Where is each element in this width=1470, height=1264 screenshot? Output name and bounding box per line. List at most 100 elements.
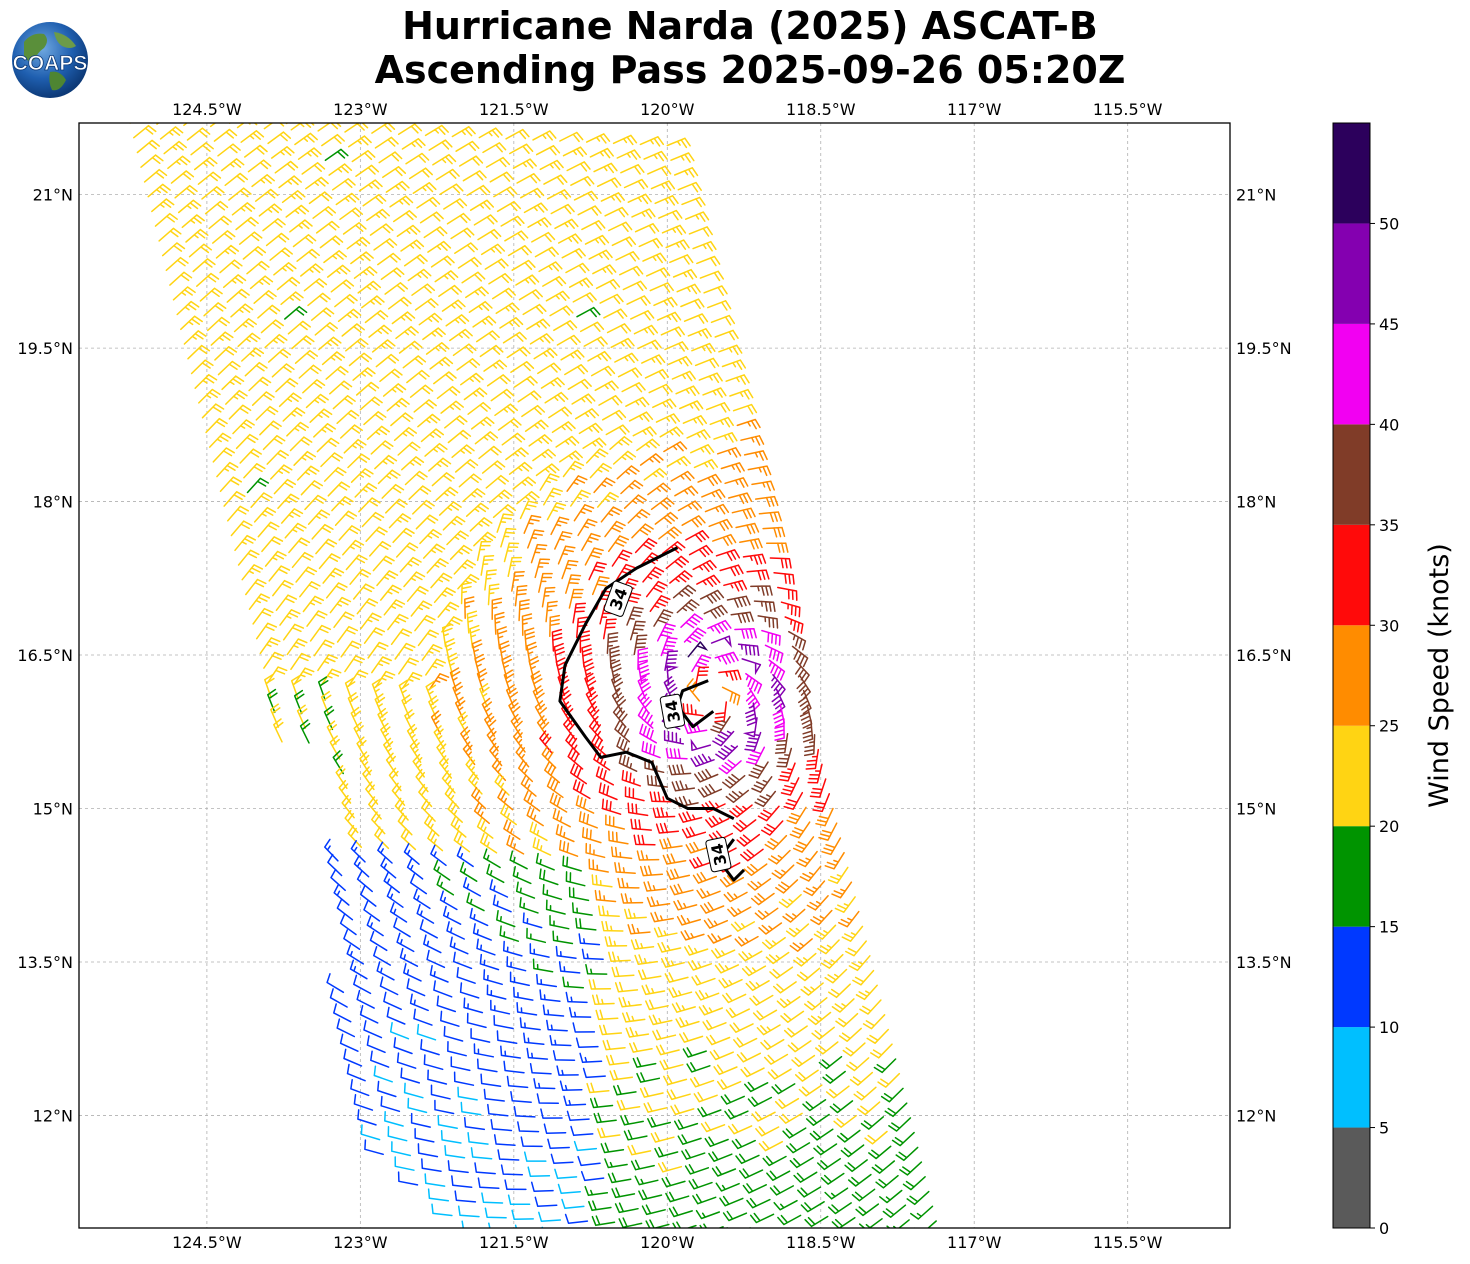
wind-barb <box>237 332 261 348</box>
wind-barb <box>552 808 571 828</box>
wind-barb <box>487 1103 509 1117</box>
wind-barb <box>722 773 746 789</box>
y-tick-label-right: 19.5°N <box>1236 339 1292 358</box>
wind-barb <box>465 502 489 517</box>
wind-barb <box>366 425 390 440</box>
wind-barb <box>270 464 293 480</box>
wind-barb <box>186 127 211 141</box>
wind-barb <box>707 933 732 944</box>
wind-barb <box>523 790 541 812</box>
wind-barb <box>356 598 379 615</box>
wind-barb <box>483 1088 505 1102</box>
wind-barb <box>526 806 544 827</box>
wind-barb <box>241 564 264 581</box>
wind-barb <box>810 909 833 926</box>
wind-barb <box>264 674 275 699</box>
wind-barb <box>703 918 729 929</box>
wind-barb <box>441 623 453 648</box>
wind-barb <box>230 303 254 318</box>
wind-barb <box>267 131 292 145</box>
wind-barb <box>529 943 550 958</box>
wind-barb <box>289 219 313 233</box>
wind-barb <box>626 606 644 626</box>
wind-barb <box>357 280 382 294</box>
wind-barb <box>891 1235 913 1247</box>
wind-barb <box>412 753 425 778</box>
wind-barb <box>300 480 324 496</box>
wind-barb <box>169 271 193 286</box>
wind-barb <box>575 917 597 931</box>
wind-barb <box>871 1160 896 1174</box>
wind-barb <box>776 747 793 768</box>
wind-barb <box>428 139 453 151</box>
wind-barb <box>484 1207 507 1219</box>
wind-barb <box>516 490 540 505</box>
wind-barb <box>300 263 324 277</box>
wind-barb <box>451 444 475 459</box>
wind-barb <box>204 200 229 215</box>
wind-barb <box>457 573 480 590</box>
wind-barb <box>561 1198 585 1210</box>
wind-barb <box>515 881 536 899</box>
wind-barb <box>597 905 620 917</box>
wind-barb <box>656 623 676 642</box>
wind-barb <box>212 447 235 463</box>
contour-34kt-outer <box>558 546 735 821</box>
wind-barb <box>541 586 556 608</box>
wind-barb <box>630 310 655 321</box>
wind-barb <box>536 1093 560 1105</box>
wind-barb <box>593 162 618 174</box>
wind-barb <box>621 382 646 393</box>
wind-barb <box>583 336 608 347</box>
wind-barb <box>678 811 703 823</box>
wind-barb <box>366 208 390 222</box>
wind-barb <box>590 365 616 377</box>
wind-barb <box>345 337 369 352</box>
wind-barb <box>479 953 500 971</box>
wind-barb <box>416 903 435 924</box>
wind-barb <box>333 1003 352 1023</box>
wind-barb <box>680 613 704 629</box>
wind-barb <box>530 543 548 564</box>
wind-barb <box>336 898 354 921</box>
wind-barb <box>407 268 432 282</box>
wind-barb <box>834 896 856 913</box>
wind-barb <box>491 597 503 621</box>
wind-barb <box>359 396 383 411</box>
wind-barb <box>798 1084 823 1097</box>
wind-barb <box>466 892 485 912</box>
wind-barb <box>470 1147 493 1160</box>
wind-barb <box>462 741 476 766</box>
wind-barb <box>431 1203 453 1217</box>
wind-barb <box>575 616 589 639</box>
wind-barb <box>523 514 542 534</box>
wind-barb <box>430 572 453 589</box>
wind-barb <box>721 359 747 370</box>
wind-barb <box>326 973 345 994</box>
wind-barb <box>443 198 468 210</box>
wind-barb <box>591 994 615 1005</box>
wind-barb <box>680 930 705 941</box>
wind-barb <box>339 207 364 221</box>
wind-barb <box>566 161 591 172</box>
wind-barb <box>296 248 320 262</box>
wind-barb <box>671 1002 696 1013</box>
wind-barb <box>512 865 532 885</box>
wind-barb <box>698 1004 724 1016</box>
wind-barb <box>286 421 309 437</box>
wind-barb <box>473 214 498 226</box>
wind-barb <box>782 908 806 923</box>
wind-barb <box>569 1230 591 1239</box>
wind-barb <box>391 1141 412 1157</box>
wind-barb <box>625 396 650 408</box>
wind-barb <box>766 1170 791 1181</box>
wind-barb <box>268 565 291 582</box>
wind-barb <box>329 380 353 395</box>
wind-barb <box>213 128 238 142</box>
wind-barb <box>313 639 335 657</box>
wind-barb <box>584 234 610 246</box>
wind-barb <box>507 556 523 578</box>
wind-barb <box>327 853 343 877</box>
wind-barb <box>527 1166 551 1177</box>
wind-barb <box>805 1113 830 1126</box>
